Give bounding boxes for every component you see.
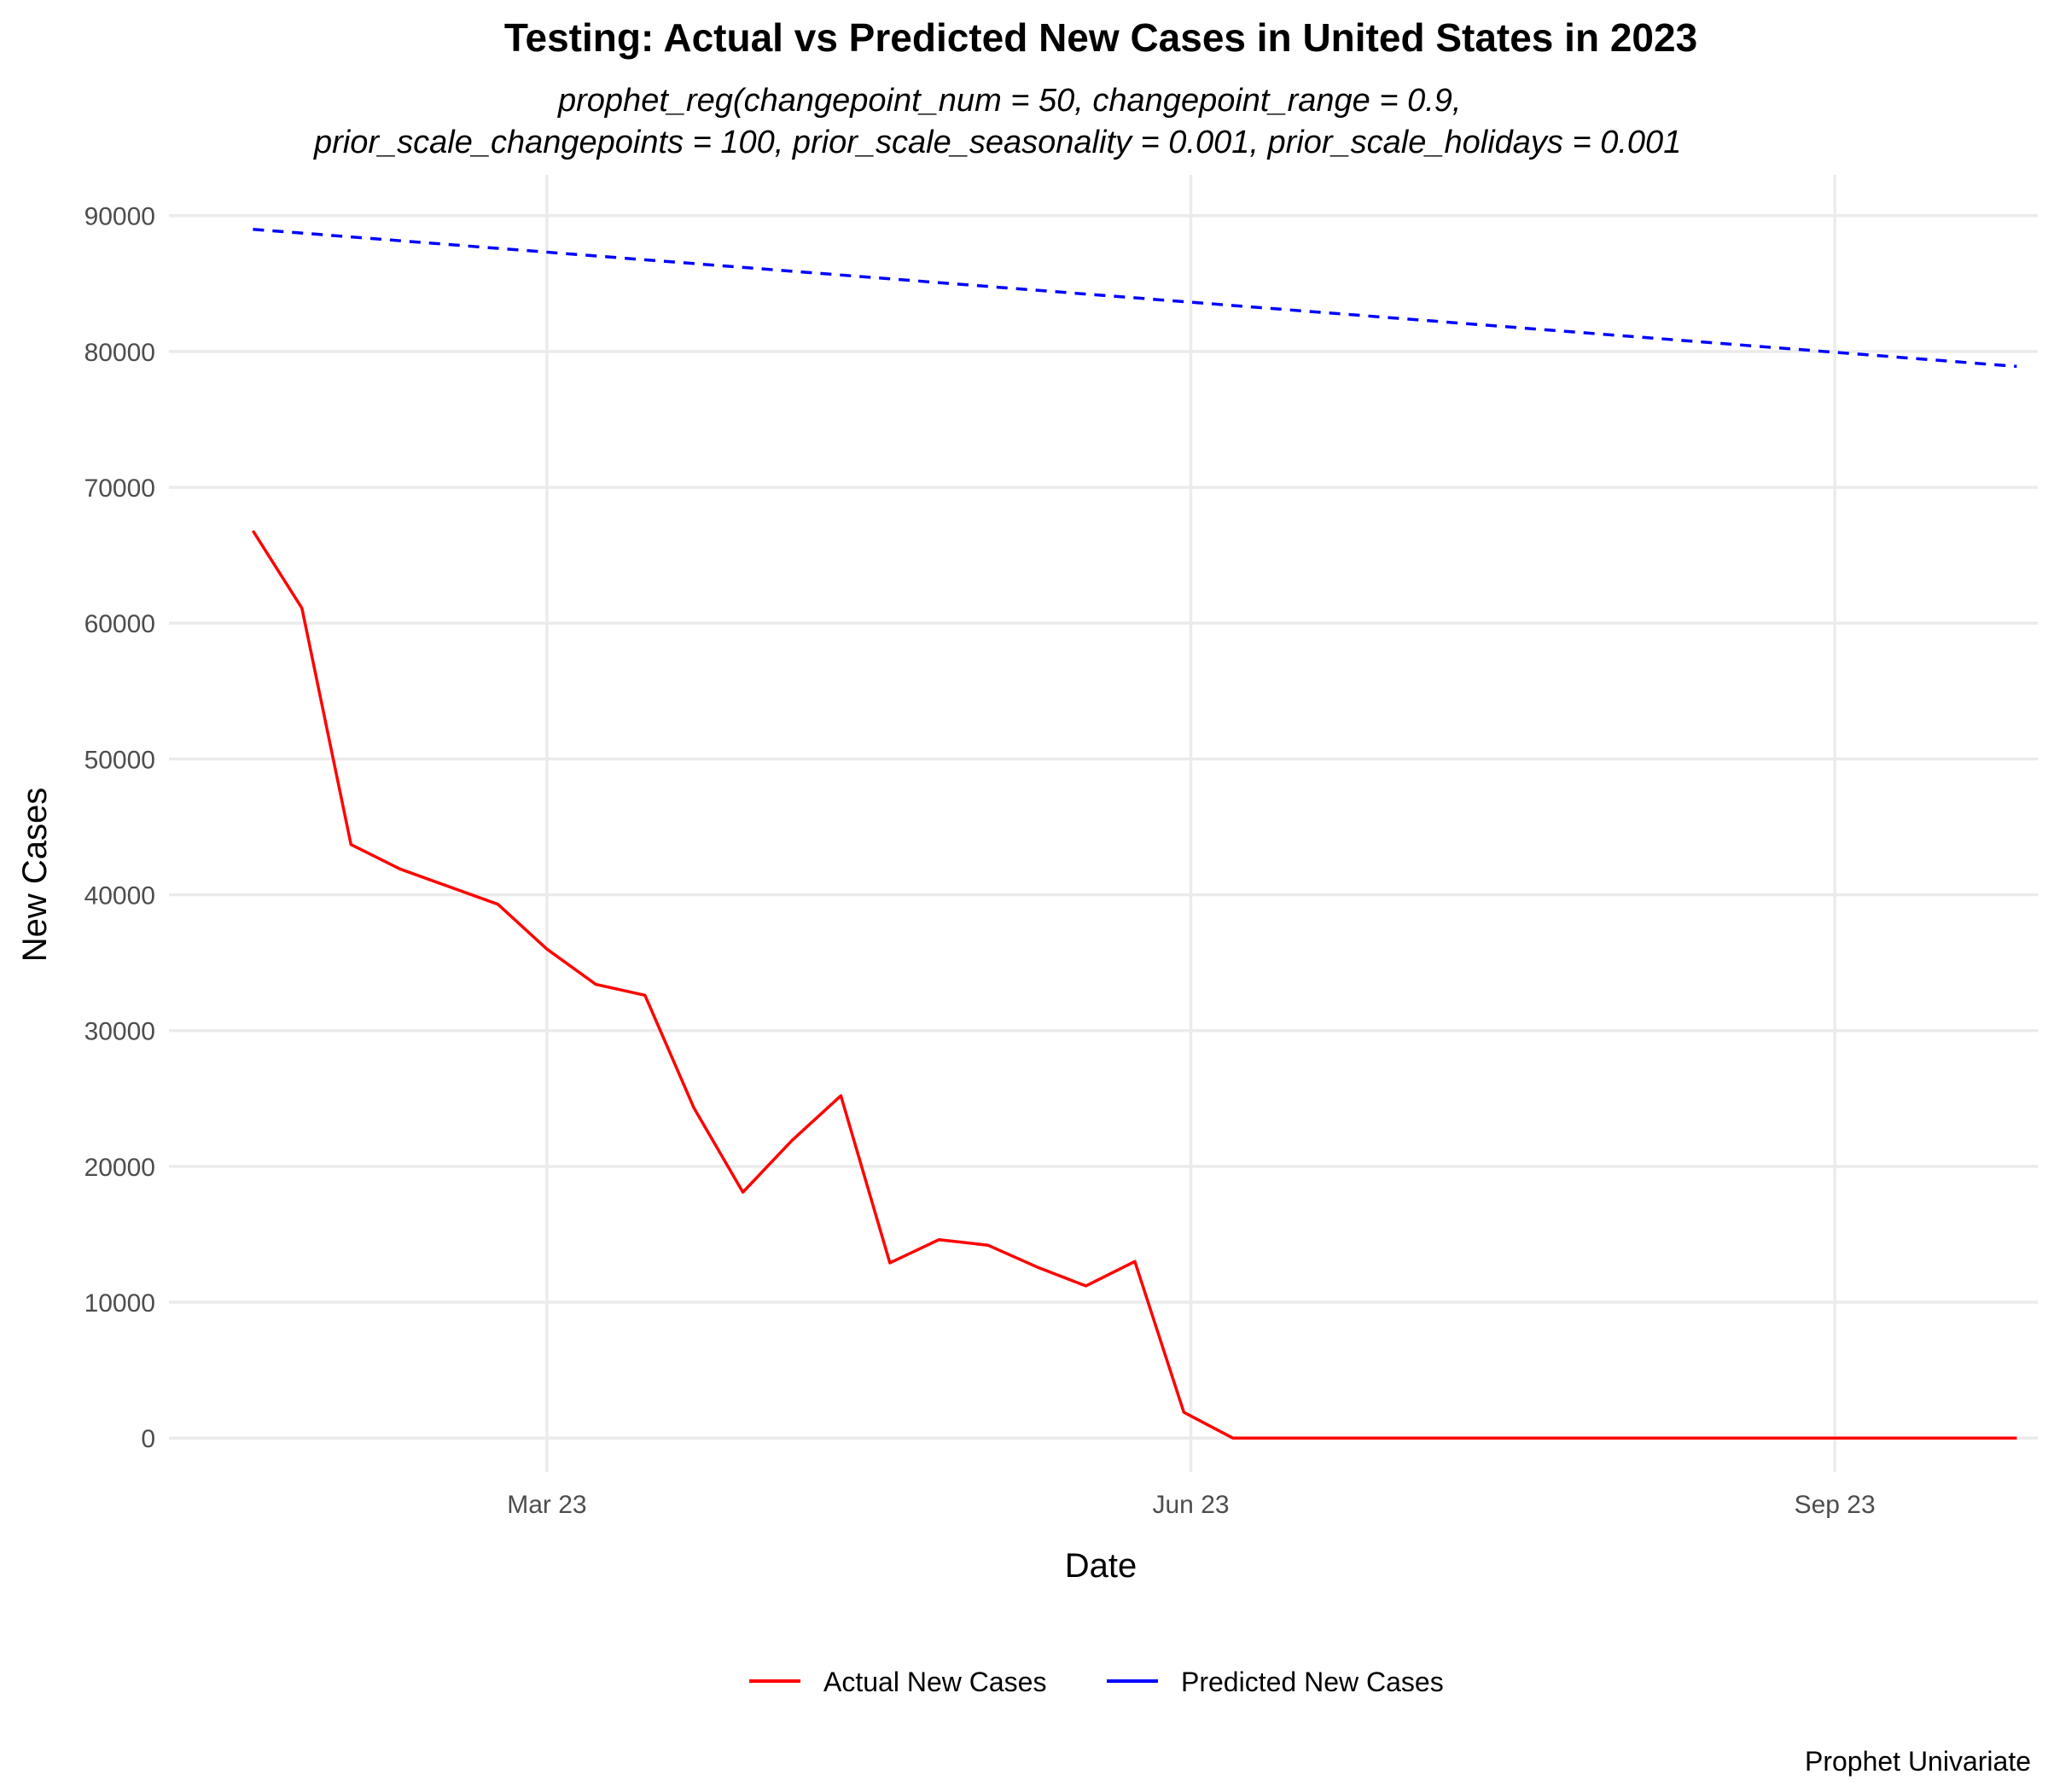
chart-caption: Prophet Univariate [1805,1746,2031,1777]
y-tick-label: 60000 [84,610,155,638]
legend-label-actual: Actual New Cases [823,1667,1046,1697]
y-tick-label: 40000 [84,882,155,911]
y-tick-label: 50000 [84,746,155,774]
x-tick-label: Sep 23 [1795,1491,1876,1519]
y-tick-label: 80000 [84,339,155,367]
y-tick-label: 90000 [84,203,155,231]
y-tick-label: 70000 [84,474,155,503]
chart-title: Testing: Actual vs Predicted New Cases i… [504,15,1697,60]
x-axis-ticks: Mar 23 Jun 23 Sep 23 [507,1491,1875,1519]
legend-label-predicted: Predicted New Cases [1181,1667,1444,1697]
series-lines [251,227,2017,1440]
y-axis-ticks: 0 10000 20000 30000 40000 50000 60000 70000 8000… [84,203,155,1453]
plot-panel [169,175,2038,1472]
series-line-actual [251,530,2017,1440]
y-axis-title: New Cases [16,788,54,963]
y-tick-label: 30000 [84,1018,155,1046]
grid-lines [169,175,2038,1472]
x-tick-label: Mar 23 [507,1491,586,1519]
y-tick-label: 20000 [84,1154,155,1182]
series-line-predicted [253,227,2017,369]
legend: Actual New Cases Predicted New Cases [749,1667,1444,1697]
legend-item-actual: Actual New Cases [749,1667,1046,1697]
x-tick-label: Jun 23 [1152,1491,1229,1519]
y-tick-label: 0 [141,1425,155,1453]
x-axis-title: Date [1065,1547,1137,1585]
chart-subtitle-line-2: prior_scale_changepoints = 100, prior_sc… [313,125,1681,160]
y-tick-label: 10000 [84,1289,155,1318]
chart-subtitle-line-1: prophet_reg(changepoint_num = 50, change… [557,83,1462,119]
legend-item-predicted: Predicted New Cases [1107,1667,1444,1697]
